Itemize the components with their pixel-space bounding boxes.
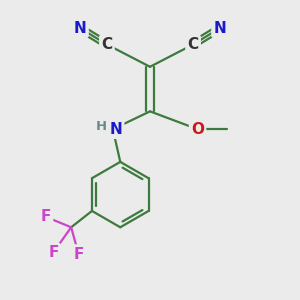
Text: N: N	[74, 21, 86, 36]
Text: C: C	[188, 37, 199, 52]
Text: O: O	[191, 122, 204, 137]
Text: C: C	[101, 37, 112, 52]
Text: F: F	[48, 245, 58, 260]
Text: N: N	[214, 21, 226, 36]
Text: F: F	[74, 247, 84, 262]
Text: F: F	[41, 209, 51, 224]
Text: H: H	[96, 120, 107, 133]
Text: N: N	[110, 122, 122, 137]
